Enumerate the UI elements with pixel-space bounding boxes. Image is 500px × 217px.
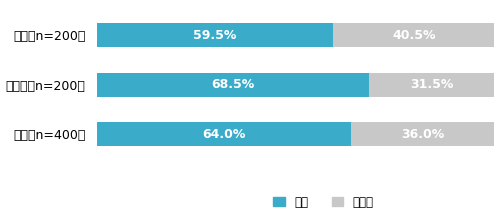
Text: 36.0%: 36.0%	[401, 128, 444, 141]
Text: 68.5%: 68.5%	[211, 78, 254, 91]
Bar	[96, 73, 369, 97]
Bar	[351, 122, 494, 146]
Text: 59.5%: 59.5%	[193, 29, 236, 42]
Bar	[96, 122, 351, 146]
Text: 40.5%: 40.5%	[392, 29, 436, 42]
Legend: いる, いない: いる, いない	[273, 196, 374, 209]
Bar	[369, 73, 494, 97]
Text: 64.0%: 64.0%	[202, 128, 246, 141]
Bar	[96, 23, 334, 47]
Text: 31.5%: 31.5%	[410, 78, 454, 91]
Bar	[334, 23, 494, 47]
